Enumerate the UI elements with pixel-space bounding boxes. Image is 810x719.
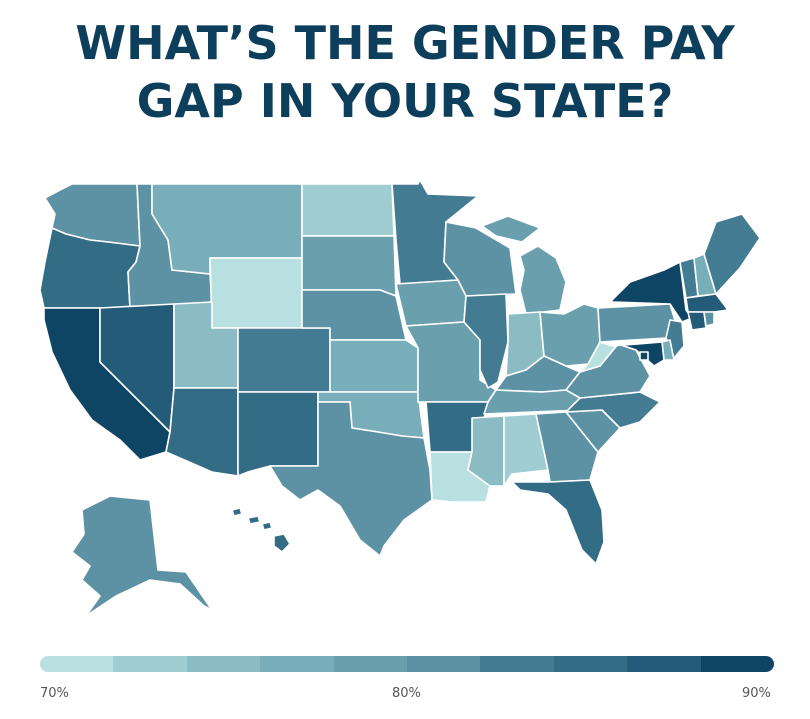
legend-swatch (700, 656, 774, 672)
state-co[interactable] (237, 327, 331, 393)
state-nd[interactable] (301, 183, 395, 237)
legend-swatch (333, 656, 408, 672)
legend-swatch (186, 656, 261, 672)
state-ia[interactable] (395, 279, 467, 327)
legend-swatch (407, 656, 481, 672)
state-ks[interactable] (329, 339, 419, 393)
state-md[interactable] (611, 341, 665, 367)
legend-min-label: 70% (40, 686, 69, 701)
state-shapes (39, 179, 761, 617)
state-wy[interactable] (209, 257, 303, 329)
state-ct[interactable] (687, 311, 707, 331)
legend-mid-label: 80% (392, 686, 421, 701)
state-sd[interactable] (301, 235, 397, 297)
legend-color-scale (40, 656, 774, 672)
state-ak[interactable] (71, 495, 213, 617)
color-legend (40, 656, 774, 672)
state-hi[interactable] (231, 507, 291, 553)
state-pa[interactable] (597, 303, 677, 343)
legend-max-label: 90% (742, 686, 771, 701)
page-title-line-2: GAP IN YOUR STATE? (136, 74, 674, 128)
state-dc[interactable] (639, 351, 649, 361)
legend-swatch (553, 656, 628, 672)
state-ri[interactable] (703, 311, 715, 327)
legend-swatch (480, 656, 554, 672)
state-me[interactable] (703, 213, 761, 295)
legend-swatch (627, 656, 701, 672)
state-az[interactable] (165, 387, 239, 477)
state-mi[interactable] (481, 215, 567, 315)
state-il[interactable] (463, 293, 509, 389)
state-ma[interactable] (685, 293, 729, 313)
state-tx[interactable] (269, 401, 433, 557)
legend-swatch (113, 656, 187, 672)
page-title-line-1: WHAT’S THE GENDER PAY (75, 16, 735, 70)
us-map (0, 170, 810, 630)
state-nm[interactable] (237, 391, 319, 477)
state-oh[interactable] (539, 303, 601, 367)
state-al[interactable] (503, 413, 549, 487)
legend-swatch (40, 656, 114, 672)
state-fl[interactable] (511, 479, 605, 565)
legend-swatch (260, 656, 334, 672)
